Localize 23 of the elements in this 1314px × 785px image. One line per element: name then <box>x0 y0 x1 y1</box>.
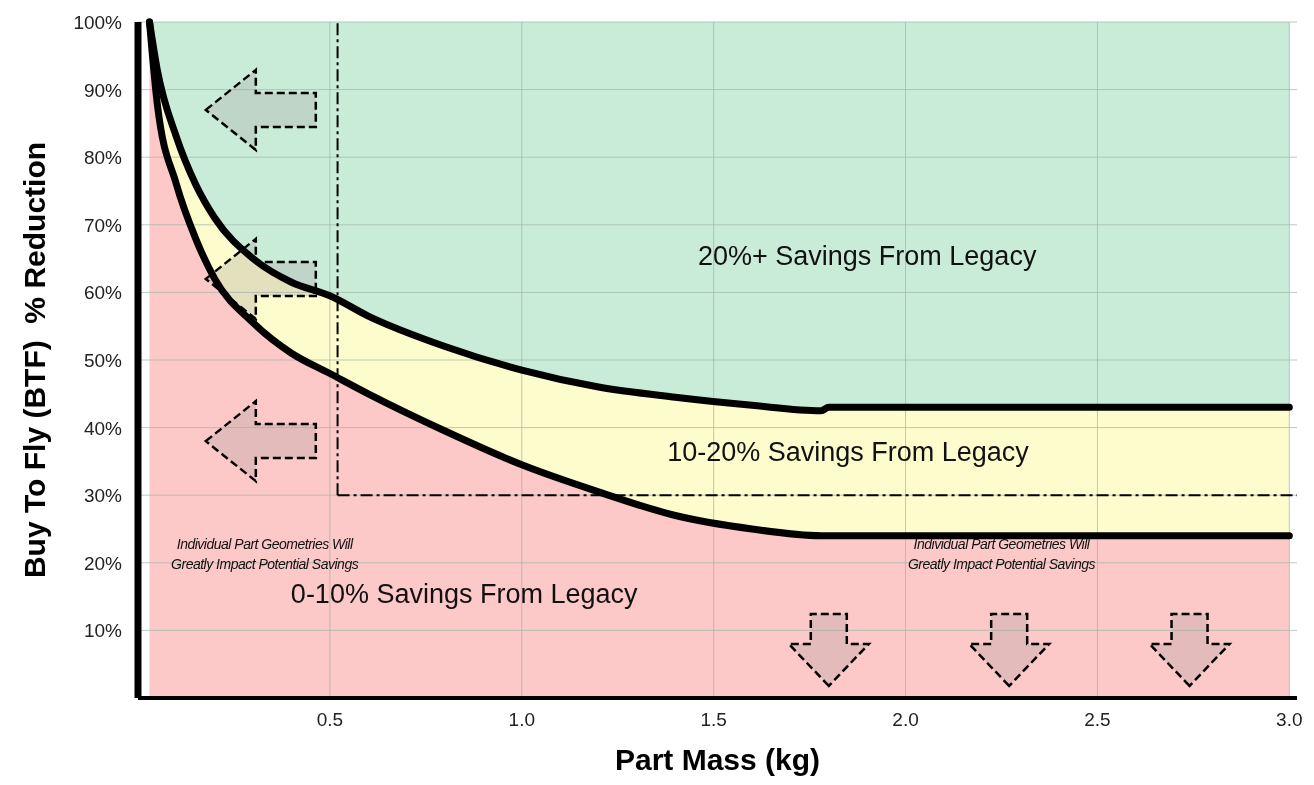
annotation: Individual Part Geometries Will Greatly Impact Potential Savings <box>907 536 1096 573</box>
x-tick-label: 1.5 <box>700 709 727 730</box>
y-tick-label: 70% <box>83 214 123 236</box>
annotation: 20%+ Savings From Legacy <box>697 241 1037 272</box>
x-tick-label: 0.5 <box>316 709 344 730</box>
x-tick-label: 3.0 <box>1276 709 1303 730</box>
x-axis-title: Part Mass (kg) <box>614 743 821 776</box>
y-axis-title: Buy To Fly (BTF) % Reduction <box>18 141 51 579</box>
y-tick-label: 50% <box>83 350 123 371</box>
y-tick-label: 80% <box>83 147 123 169</box>
annotation: Individual Part Geometries Will Greatly Impact Potential Savings <box>171 536 359 573</box>
x-tick-label: 2.5 <box>1084 709 1111 730</box>
y-tick-label: 30% <box>83 485 123 507</box>
y-tick-label: 40% <box>83 417 123 439</box>
y-tick-label: 20% <box>83 552 123 574</box>
y-tick-label: 100% <box>73 12 123 33</box>
x-tick-label: 1.0 <box>508 709 535 730</box>
annotation: 10-20% Savings From Legacy <box>667 437 1030 468</box>
y-tick-label: 90% <box>83 79 123 101</box>
y-tick-label: 10% <box>83 620 123 642</box>
annotation: 0-10% Savings From Legacy <box>290 579 639 610</box>
y-tick-label: 60% <box>83 282 123 304</box>
x-tick-label: 2.0 <box>892 709 919 730</box>
